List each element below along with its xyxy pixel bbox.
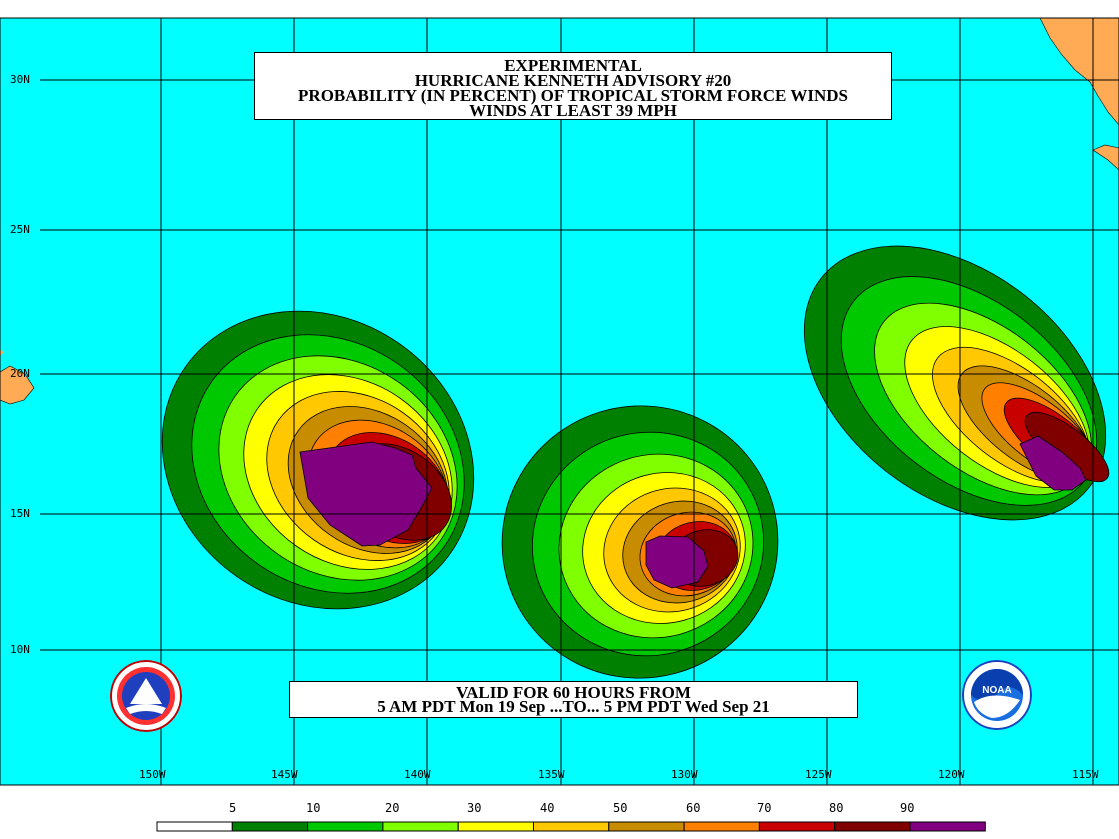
- lon-label-120w: 120W: [938, 768, 965, 781]
- nws-logo: [110, 660, 182, 732]
- legend-label-80: 80: [829, 801, 844, 815]
- storm-east-core-over-90: [1019, 435, 1087, 491]
- noaa-logo: NOAA: [962, 660, 1032, 730]
- legend-swatch: [683, 821, 760, 832]
- mexico-mainland-land: [1092, 144, 1119, 171]
- title-line-1: EXPERIMENTAL: [504, 56, 642, 75]
- legend-swatch: [834, 821, 911, 832]
- legend-label-50: 50: [613, 801, 628, 815]
- lon-label-115w: 115W: [1072, 768, 1099, 781]
- map-frame: [0, 17, 1119, 786]
- valid-line-2: 5 AM PDT Mon 19 Sep ...TO... 5 PM PDT We…: [377, 697, 770, 716]
- lon-label-150w: 150W: [139, 768, 166, 781]
- lon-label-145w: 145W: [271, 768, 298, 781]
- legend-color-bar: [156, 821, 986, 832]
- storm-center-core-over-90: [645, 535, 709, 589]
- legend-label-10: 10: [306, 801, 321, 815]
- baja-california-land: [1039, 17, 1119, 126]
- lat-label-25n: 25N: [10, 223, 30, 236]
- legend-swatch: [231, 821, 309, 832]
- hawaii-big-island-land: [0, 365, 35, 405]
- storm-west-core-over-90: [299, 441, 433, 547]
- lon-label-140w: 140W: [404, 768, 431, 781]
- title-line-2: HURRICANE KENNETH ADVISORY #20: [414, 71, 732, 90]
- legend-label-5: 5: [229, 801, 237, 815]
- lat-label-20n: 20N: [10, 367, 30, 380]
- probability-contours: [161, 245, 1110, 679]
- lon-label-130w: 130W: [671, 768, 698, 781]
- legend-swatch: [307, 821, 384, 832]
- legend-swatch: [909, 821, 986, 832]
- legend-swatch: [457, 821, 535, 832]
- legend-label-30: 30: [467, 801, 482, 815]
- legend-swatch: [382, 821, 459, 832]
- legend-label-20: 20: [385, 801, 400, 815]
- lon-label-125w: 125W: [805, 768, 832, 781]
- legend-swatch: [608, 821, 685, 832]
- title-line-3: PROBABILITY (IN PERCENT) OF TROPICAL STO…: [298, 86, 848, 105]
- valid-period-box: VALID FOR 60 HOURS FROM 5 AM PDT Mon 19 …: [289, 681, 858, 718]
- lon-label-135w: 135W: [538, 768, 565, 781]
- legend-label-40: 40: [540, 801, 555, 815]
- hawaii-maui-land: [0, 350, 4, 356]
- lat-label-30n: 30N: [10, 73, 30, 86]
- legend-label-90: 90: [900, 801, 915, 815]
- legend-swatch: [758, 821, 836, 832]
- title-line-4: WINDS AT LEAST 39 MPH: [469, 101, 677, 120]
- svg-text:NOAA: NOAA: [982, 685, 1011, 696]
- legend-label-70: 70: [757, 801, 772, 815]
- valid-line-1: VALID FOR 60 HOURS FROM: [456, 683, 691, 702]
- title-box: EXPERIMENTAL HURRICANE KENNETH ADVISORY …: [254, 52, 892, 120]
- lat-label-10n: 10N: [10, 643, 30, 656]
- legend-swatch: [533, 821, 610, 832]
- legend-swatch: [156, 821, 233, 832]
- legend-label-60: 60: [686, 801, 701, 815]
- lat-label-15n: 15N: [10, 507, 30, 520]
- lat-lon-grid: [40, 18, 1119, 785]
